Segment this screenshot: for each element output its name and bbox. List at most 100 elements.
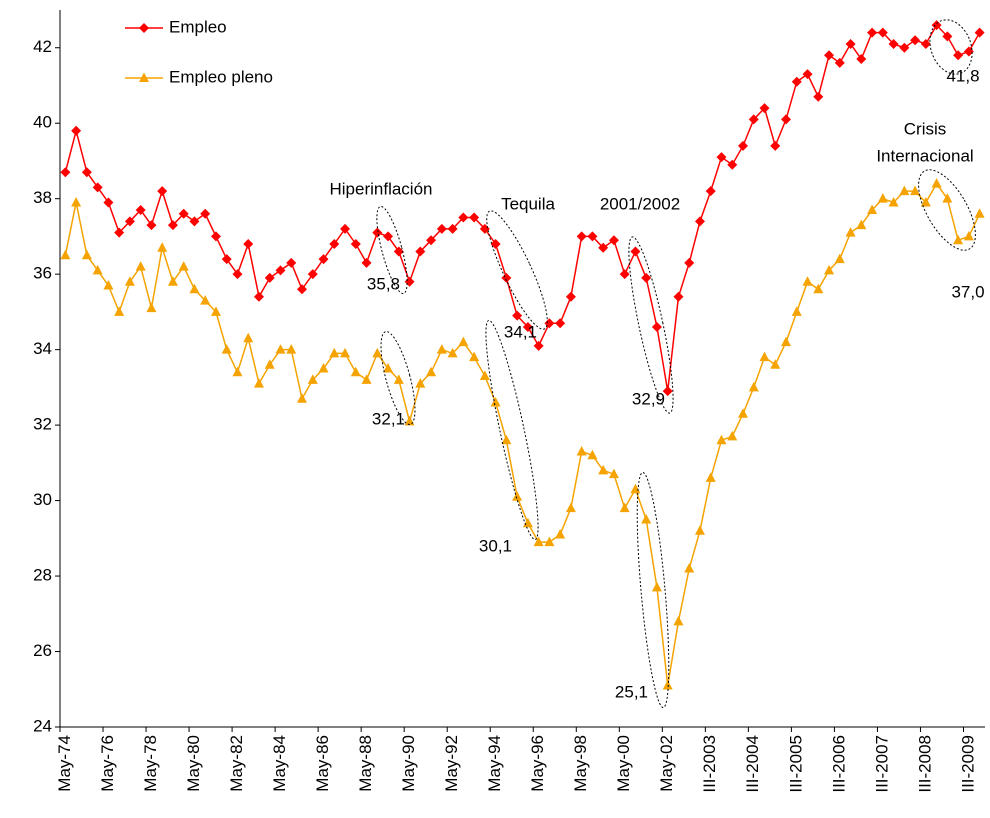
data-point [920,38,931,49]
data-point [587,231,598,242]
data-point [522,517,533,528]
x-tick-label: III-2003 [700,735,719,793]
data-point [931,178,942,188]
highlight-ellipse [628,236,674,414]
data-point [630,483,641,494]
x-tick-label: III-2006 [829,735,848,793]
data-point [71,125,82,136]
data-point [845,227,856,237]
x-tick-label: May-80 [184,735,203,792]
data-point [845,38,856,49]
data-point [81,167,92,178]
data-point [135,261,146,271]
data-point [501,272,512,283]
data-point [759,103,770,114]
data-point [275,344,286,354]
data-point [791,306,802,316]
x-tick-label: May-96 [528,735,547,792]
data-point [232,269,243,280]
highlight-ellipse [485,319,539,541]
data-point [114,227,125,238]
data-point [662,679,673,690]
data-point [264,359,275,369]
annotation: Internacional [876,146,973,165]
x-tick-label: May-74 [55,735,74,792]
data-point [641,513,652,524]
data-point [490,396,501,407]
data-point [383,231,394,242]
data-point [415,246,426,257]
data-point [651,581,662,592]
data-point [458,212,469,223]
data-point [770,359,781,369]
highlight-ellipse [486,210,548,330]
annotation: 35,8 [367,274,400,293]
data-point [415,378,426,388]
data-point [630,246,641,257]
data-point [350,238,361,249]
y-tick-label: 28 [33,566,52,585]
x-tick-label: III-2007 [872,735,891,793]
x-tick-label: May-78 [141,735,160,792]
data-point [114,306,125,316]
x-tick-label: III-2008 [915,735,934,793]
x-tick-label: May-76 [98,735,117,792]
data-point [555,318,566,329]
annotation: 25,1 [615,682,648,701]
legend-label: Empleo [169,17,227,36]
data-point [942,31,953,42]
data-point [834,57,845,68]
data-point [576,446,587,456]
data-point [436,223,447,234]
data-point [824,264,835,275]
data-point [135,205,146,216]
data-point [340,347,351,358]
y-tick-label: 34 [33,339,52,358]
annotation: 41,8 [946,66,979,85]
data-point [92,182,103,193]
x-tick-label: III-2005 [786,735,805,793]
data-point [103,279,114,290]
data-point [684,563,695,573]
y-tick-label: 24 [33,716,52,735]
data-point [963,230,974,241]
x-tick-label: May-00 [614,735,633,792]
data-point [426,366,437,377]
data-point [146,220,157,231]
data-point [436,344,447,354]
data-point [318,254,329,265]
data-point [910,185,921,196]
data-point [157,186,168,197]
data-point [210,306,221,316]
data-point [200,295,211,305]
annotation: Crisis [904,119,947,138]
x-tick-label: May-86 [313,735,332,792]
data-point [867,204,878,215]
data-point [157,242,168,252]
data-point [899,42,910,53]
data-point [60,249,71,260]
data-point [167,276,178,286]
data-point [221,254,232,265]
data-point [253,291,264,302]
data-point [393,246,404,257]
data-point [286,257,297,268]
data-point [748,381,759,392]
annotation: 30,1 [479,536,512,555]
data-point [479,370,490,381]
data-point [565,291,576,302]
highlight-ellipse [380,331,416,425]
data-point [673,291,684,302]
data-point [372,227,383,238]
legend-marker [139,23,149,33]
data-point [802,69,813,80]
data-point [856,54,867,65]
highlight-ellipse [376,205,408,295]
x-tick-label: III-2004 [743,735,762,793]
data-point [867,27,878,38]
data-point [781,114,792,125]
data-point [899,185,910,196]
data-point [307,269,318,280]
x-tick-label: May-92 [442,735,461,792]
